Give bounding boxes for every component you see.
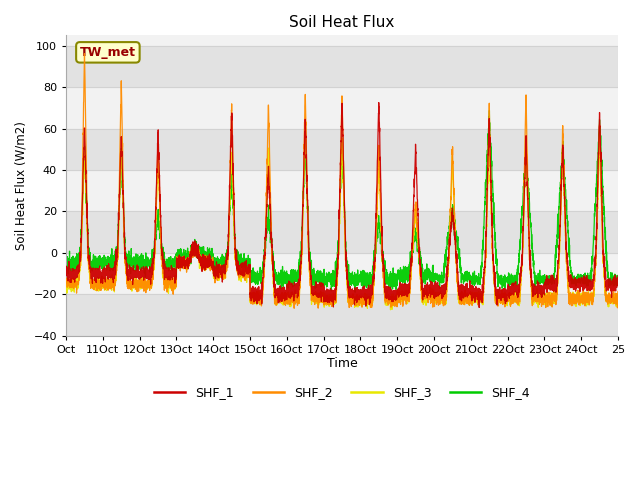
Bar: [66, 294, 618, 336]
Legend: SHF_1, SHF_2, SHF_3, SHF_4: SHF_1, SHF_2, SHF_3, SHF_4: [149, 382, 535, 405]
X-axis label: Time: Time: [326, 358, 357, 371]
Bar: [66, 211, 618, 253]
Y-axis label: Soil Heat Flux (W/m2): Soil Heat Flux (W/m2): [15, 121, 28, 250]
Title: Soil Heat Flux: Soil Heat Flux: [289, 15, 395, 30]
Bar: [66, 129, 618, 170]
Bar: [66, 46, 618, 87]
Text: TW_met: TW_met: [80, 46, 136, 59]
